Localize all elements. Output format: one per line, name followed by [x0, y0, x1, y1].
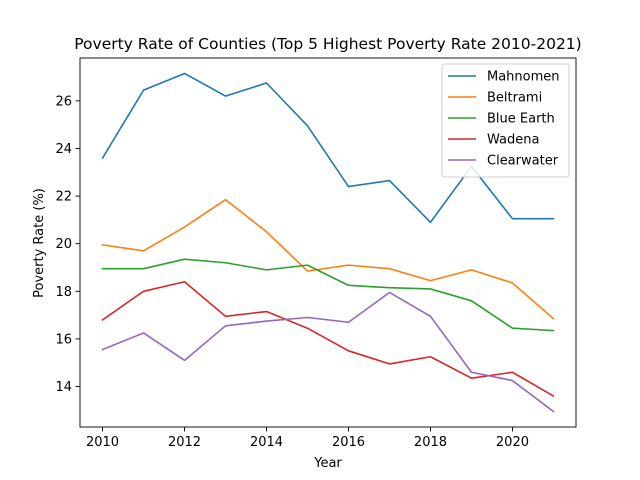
chart-title: Poverty Rate of Counties (Top 5 Highest … — [74, 35, 581, 53]
legend-label-wadena: Wadena — [487, 133, 539, 148]
plot-frame — [79, 57, 577, 428]
y-tick-label-18: 18 — [55, 285, 72, 300]
y-tick-label-20: 20 — [55, 237, 72, 252]
series-line-clearwater — [101, 291, 555, 413]
x-axis-label: Year — [313, 456, 342, 471]
y-axis: 14 16 18 20 22 24 26 — [55, 94, 80, 395]
y-tick-label-24: 24 — [55, 142, 72, 157]
x-tick-label-2018: 2018 — [414, 435, 447, 450]
y-axis-label: Poverty Rate (%) — [32, 188, 47, 298]
y-tick-label-16: 16 — [55, 332, 72, 347]
series-line-blue-earth — [101, 258, 555, 332]
x-tick-label-2020: 2020 — [496, 435, 529, 450]
legend-label-mahnomen: Mahnomen — [487, 70, 560, 85]
legend-box — [441, 63, 570, 178]
y-tick-label-22: 22 — [55, 190, 72, 205]
series-line-beltrami — [101, 198, 555, 320]
legend-label-clearwater: Clearwater — [487, 154, 559, 169]
x-tick-label-2010: 2010 — [86, 435, 119, 450]
x-tick-label-2016: 2016 — [332, 435, 365, 450]
y-tick-label-14: 14 — [55, 380, 72, 395]
legend-label-beltrami: Beltrami — [487, 91, 542, 106]
x-tick-label-2012: 2012 — [168, 435, 201, 450]
legend-label-blue-earth: Blue Earth — [487, 112, 555, 127]
y-tick-label-26: 26 — [55, 94, 72, 109]
series-line-wadena — [101, 280, 555, 398]
x-axis: 2010 2012 2014 2016 2018 2020 — [86, 427, 529, 450]
legend: Mahnomen Beltrami Blue Earth Wadena Clearwat… — [441, 63, 570, 178]
x-tick-label-2014: 2014 — [250, 435, 283, 450]
